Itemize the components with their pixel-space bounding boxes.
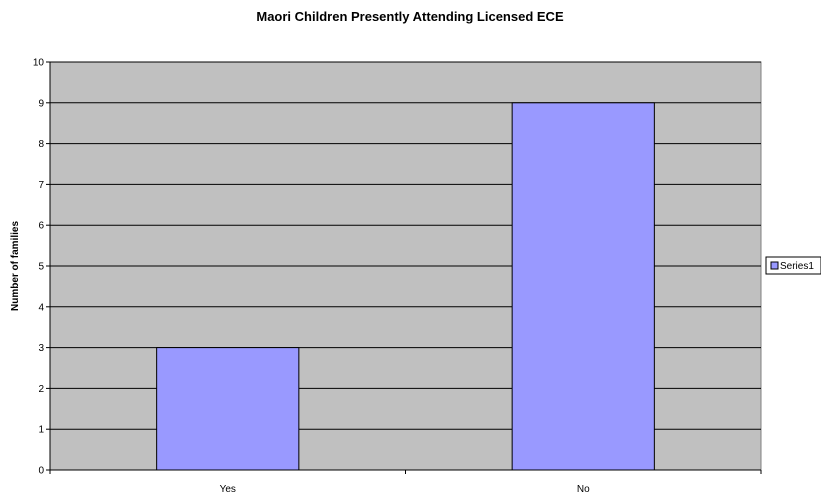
- x-axis-ticks: Yes No: [49, 470, 762, 495]
- y-axis-ticks: 0 1 2 3 4 5 6 7 8 9 10: [33, 58, 50, 477]
- y-axis-label: Number of families: [10, 221, 21, 311]
- bar-yes: [156, 347, 300, 471]
- legend: Series1: [765, 256, 821, 275]
- bar-no: [511, 102, 655, 471]
- y-tick-label: 2: [38, 384, 44, 395]
- y-tick-label: 9: [38, 98, 44, 109]
- x-tick-label: Yes: [220, 484, 236, 493]
- legend-box: [765, 256, 821, 275]
- y-tick-label: 10: [33, 58, 45, 69]
- legend-label: Series1: [780, 261, 814, 272]
- y-tick-label: 5: [38, 262, 44, 273]
- y-tick-label: 7: [38, 180, 44, 191]
- y-tick-label: 8: [38, 139, 44, 150]
- y-tick-label: 4: [38, 302, 44, 313]
- y-tick-label: 3: [38, 343, 44, 354]
- legend-swatch: [770, 261, 779, 270]
- y-tick-label: 6: [38, 221, 44, 232]
- y-tick-label: 1: [38, 425, 44, 436]
- x-tick-label: No: [577, 484, 590, 493]
- chart-title: Maori Children Presently Attending Licen…: [256, 9, 564, 24]
- y-tick-label: 0: [38, 466, 44, 477]
